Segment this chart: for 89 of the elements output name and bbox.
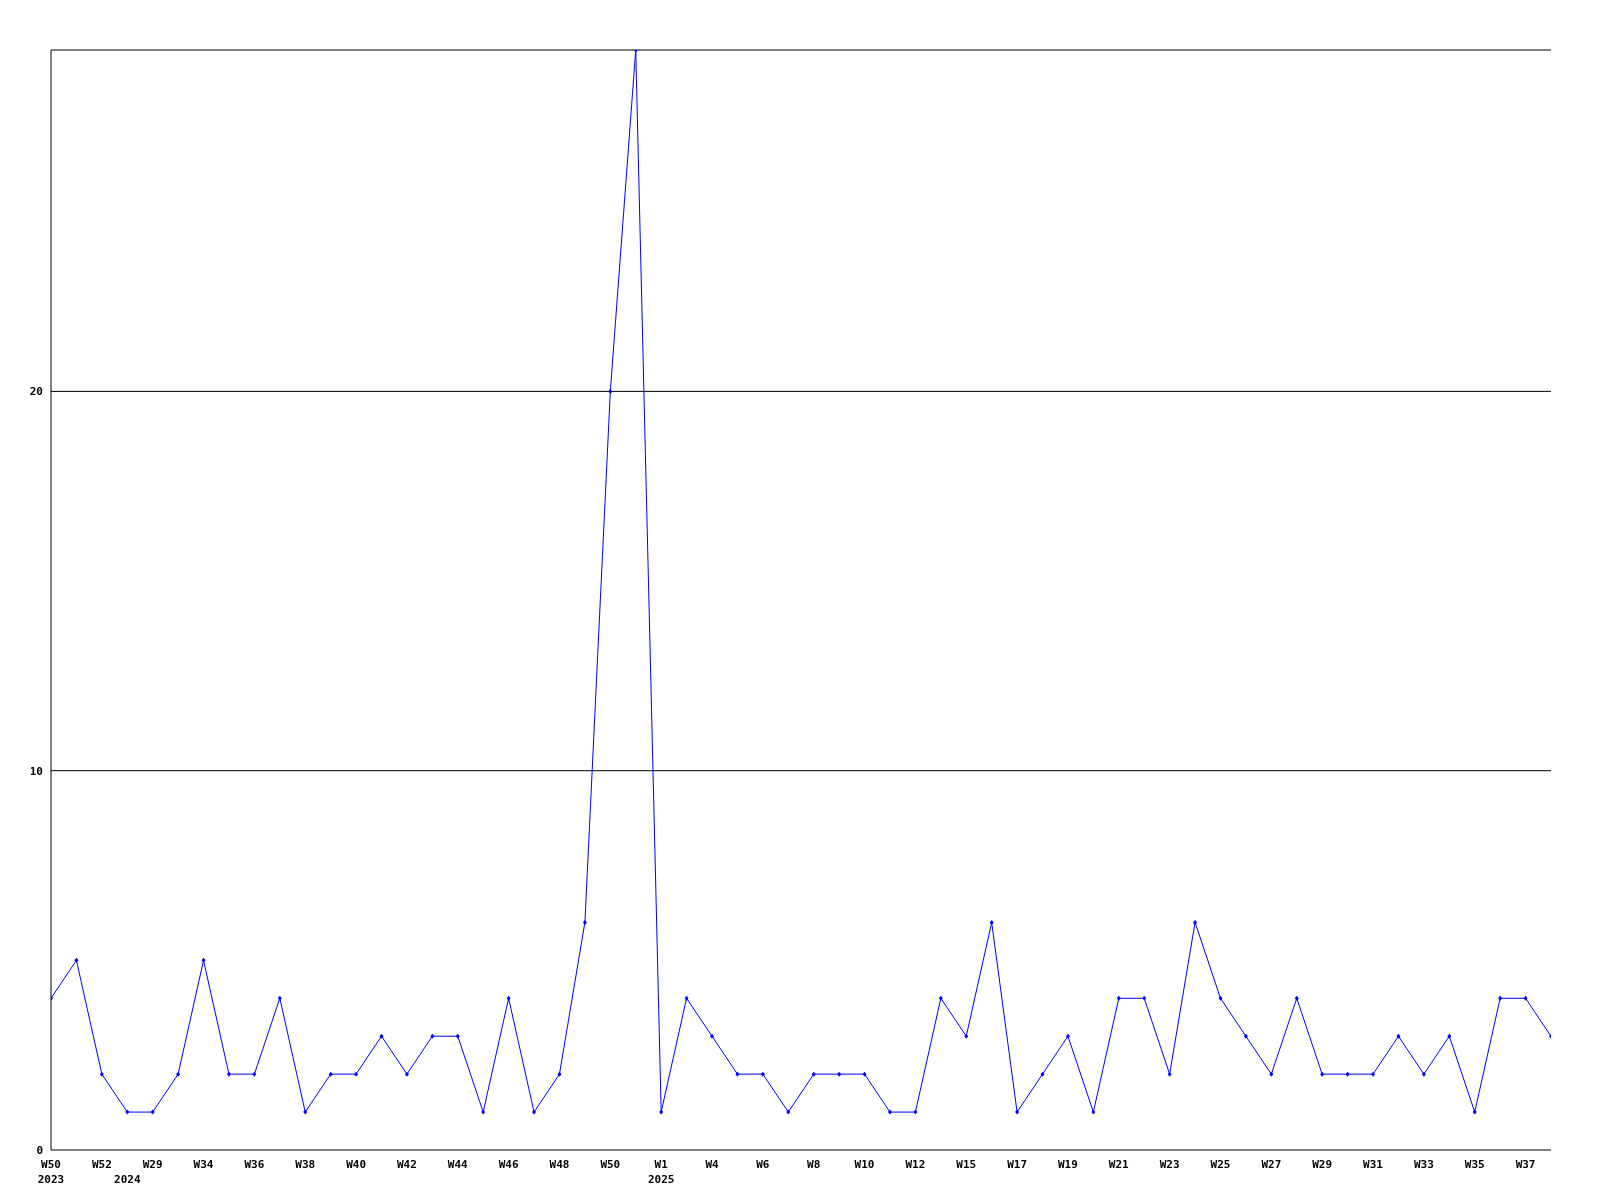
point [710,1033,715,1039]
x-tick-label: W35 [1464,1158,1485,1171]
y-tick-label: 20 [29,385,43,399]
point [201,957,206,963]
point [328,1071,333,1077]
point [1447,1033,1452,1039]
point [786,1109,791,1115]
point [277,995,282,1001]
point [887,1109,892,1115]
point [1472,1109,1477,1115]
x-tick-label: W21 [1108,1158,1130,1171]
point [1523,995,1528,1001]
point [252,1071,257,1077]
point [1142,995,1147,1001]
x-tick-label: W4 [705,1158,720,1171]
x-tick-label: W33 [1413,1158,1434,1171]
point [74,957,79,963]
x-tick-label: W15 [956,1158,977,1171]
point [1218,995,1223,1001]
x-tick-label: W12 [905,1158,926,1171]
x-tick-label: W29 [1312,1158,1333,1171]
point [404,1071,409,1077]
point [837,1071,842,1077]
x-tick-label: W34 [193,1158,214,1171]
point [1065,1033,1070,1039]
point [1167,1071,1172,1077]
point [99,1071,104,1077]
x-tick-label: W50 [600,1158,621,1171]
point [760,1071,765,1077]
x-tick-label: W8 [807,1158,821,1171]
x-tick-label: W27 [1261,1158,1282,1171]
x-tick-label: W40 [346,1158,367,1171]
point [862,1071,867,1077]
point [1015,1109,1020,1115]
x-tick-label: 2024 [114,1173,141,1186]
point [430,1033,435,1039]
point [1243,1033,1248,1039]
point [964,1033,969,1039]
x-tick-label: W17 [1007,1158,1028,1171]
point [989,919,994,925]
point [633,50,638,53]
point [1396,1033,1401,1039]
x-tick-label: W37 [1515,1158,1536,1171]
point [455,1033,460,1039]
x-tick-label: W52 [91,1158,112,1171]
x-tick-label: W10 [854,1158,875,1171]
point [481,1109,486,1115]
point [684,995,689,1001]
point [532,1109,537,1115]
x-tick-label: W50 2023 [37,1158,65,1186]
y-tick-label: 0 [36,1143,43,1157]
x-tick-label: W25 [1210,1158,1231,1171]
point [226,1071,231,1077]
point [1116,995,1121,1001]
point [1371,1071,1376,1077]
point [150,1109,155,1115]
point [811,1071,816,1077]
point [125,1109,130,1115]
point [176,1071,181,1077]
x-tick-label: W46 [498,1158,519,1171]
x-tick-label: W42 [396,1158,417,1171]
x-tick-label: W19 [1058,1158,1078,1171]
point [608,388,613,394]
point [1040,1071,1045,1077]
point [303,1109,308,1115]
x-tick-label: W29 [142,1158,163,1171]
point [938,995,943,1001]
point [379,1033,384,1039]
point [354,1071,359,1077]
point [659,1109,664,1115]
x-tick-label: W36 [244,1158,265,1171]
point [506,995,511,1001]
point [1193,919,1198,925]
x-tick-label: W38 [295,1158,316,1171]
y-tick-label: 10 [29,764,43,778]
point [1269,1071,1274,1077]
point [735,1071,740,1077]
point [1498,995,1503,1001]
x-tick-label: W6 [756,1158,770,1171]
point [1294,995,1299,1001]
x-tick-label: W23 [1159,1158,1180,1171]
point [1421,1071,1426,1077]
x-tick-label: W44 [447,1158,469,1171]
x-tick-label: W31 [1363,1158,1384,1171]
point [1320,1071,1325,1077]
x-tick-label: W48 [549,1158,570,1171]
x-tick-label: W1 2025 [647,1158,675,1186]
point [582,919,587,925]
point [557,1071,562,1077]
